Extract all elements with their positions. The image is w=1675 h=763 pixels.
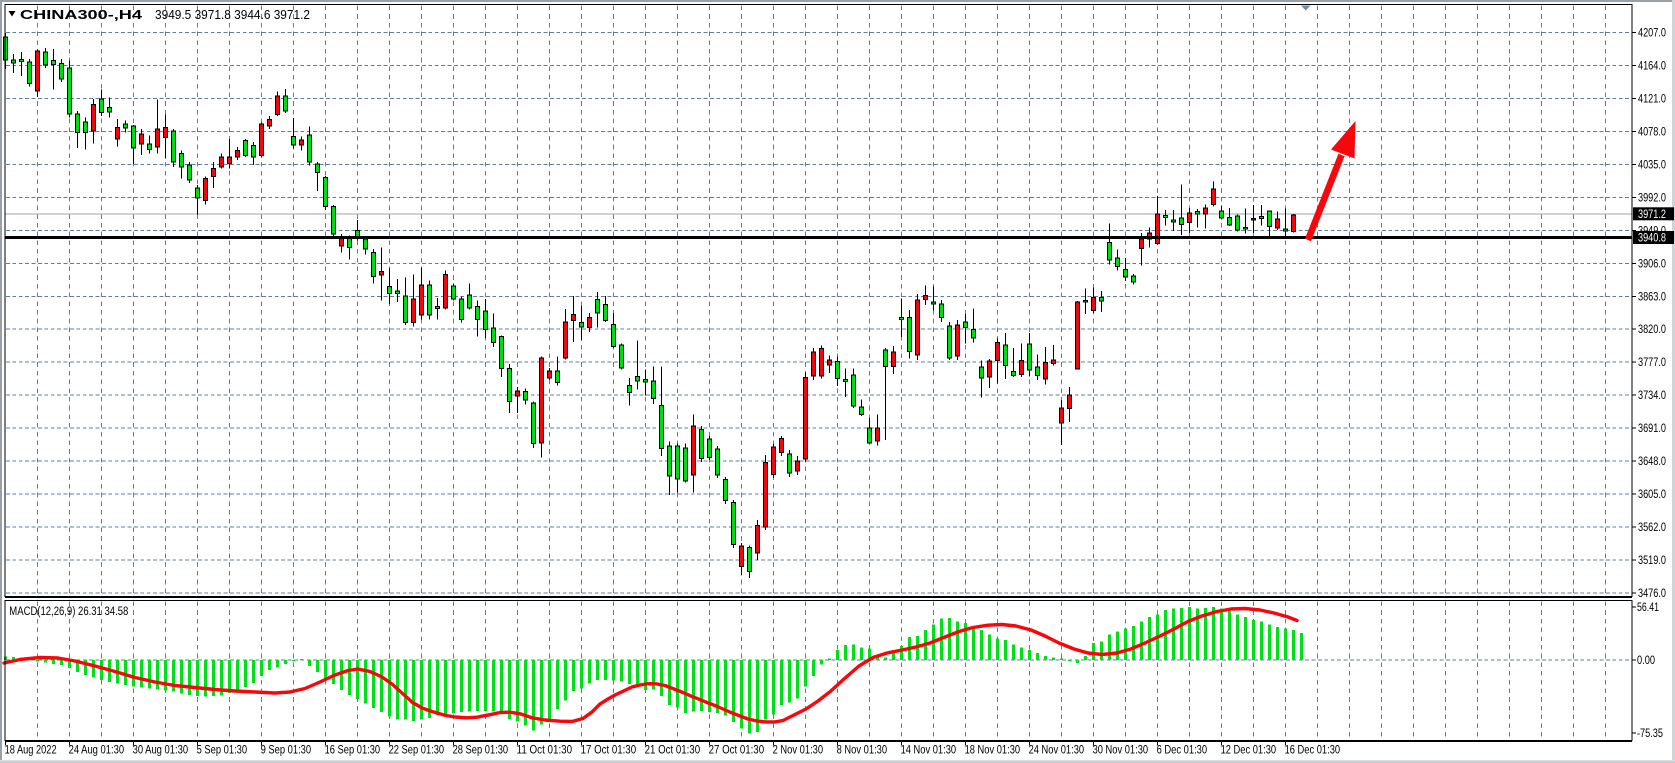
svg-text:0.00: 0.00 <box>1637 655 1655 667</box>
svg-text:3648.0: 3648.0 <box>1638 456 1666 468</box>
svg-text:4078.0: 4078.0 <box>1638 126 1666 138</box>
svg-text:11 Oct 01:30: 11 Oct 01:30 <box>517 745 573 757</box>
svg-text:8 Nov 01:30: 8 Nov 01:30 <box>837 745 888 757</box>
svg-text:16 Dec 01:30: 16 Dec 01:30 <box>1285 745 1341 757</box>
svg-text:3940.8: 3940.8 <box>1638 233 1666 245</box>
svg-text:3992.0: 3992.0 <box>1638 192 1666 204</box>
svg-text:3971.2: 3971.2 <box>1638 209 1666 221</box>
svg-text:3562.0: 3562.0 <box>1638 522 1666 534</box>
svg-text:3949.5 3971.8 3944.6 3971.2: 3949.5 3971.8 3944.6 3971.2 <box>155 7 310 22</box>
svg-text:14 Nov 01:30: 14 Nov 01:30 <box>901 745 957 757</box>
svg-text:28 Sep 01:30: 28 Sep 01:30 <box>453 745 509 757</box>
svg-text:3519.0: 3519.0 <box>1638 555 1666 567</box>
svg-text:CHINA300-,H4: CHINA300-,H4 <box>20 7 143 22</box>
svg-text:3605.0: 3605.0 <box>1638 489 1666 501</box>
svg-text:2 Nov 01:30: 2 Nov 01:30 <box>773 745 824 757</box>
svg-text:3476.0: 3476.0 <box>1638 588 1666 600</box>
svg-text:9 Sep 01:30: 9 Sep 01:30 <box>261 745 312 757</box>
svg-text:27 Oct 01:30: 27 Oct 01:30 <box>709 745 765 757</box>
svg-text:24 Aug 01:30: 24 Aug 01:30 <box>69 745 125 757</box>
svg-text:3906.0: 3906.0 <box>1638 258 1666 270</box>
svg-text:4121.0: 4121.0 <box>1638 93 1666 105</box>
svg-text:18 Nov 01:30: 18 Nov 01:30 <box>965 745 1021 757</box>
svg-text:56.41: 56.41 <box>1637 602 1659 614</box>
svg-text:22 Sep 01:30: 22 Sep 01:30 <box>389 745 445 757</box>
svg-text:24 Nov 01:30: 24 Nov 01:30 <box>1029 745 1085 757</box>
svg-text:12 Dec 01:30: 12 Dec 01:30 <box>1221 745 1277 757</box>
svg-text:21 Oct 01:30: 21 Oct 01:30 <box>645 745 701 757</box>
svg-text:30 Nov 01:30: 30 Nov 01:30 <box>1093 745 1149 757</box>
svg-text:MACD(12,26,9) 26.31 34.58: MACD(12,26,9) 26.31 34.58 <box>9 606 128 618</box>
svg-text:5 Sep 01:30: 5 Sep 01:30 <box>197 745 248 757</box>
svg-text:3863.0: 3863.0 <box>1638 291 1666 303</box>
svg-text:6 Dec 01:30: 6 Dec 01:30 <box>1157 745 1208 757</box>
svg-text:4035.0: 4035.0 <box>1638 159 1666 171</box>
svg-text:4164.0: 4164.0 <box>1638 61 1666 73</box>
svg-text:17 Oct 01:30: 17 Oct 01:30 <box>581 745 637 757</box>
svg-text:3734.0: 3734.0 <box>1638 390 1666 402</box>
svg-text:4207.0: 4207.0 <box>1638 28 1666 40</box>
svg-text:3691.0: 3691.0 <box>1638 423 1666 435</box>
svg-text:30 Aug 01:30: 30 Aug 01:30 <box>133 745 189 757</box>
svg-text:18 Aug 2022: 18 Aug 2022 <box>5 745 57 757</box>
svg-text:-75.35: -75.35 <box>1637 728 1663 740</box>
svg-text:3777.0: 3777.0 <box>1638 357 1666 369</box>
svg-text:16 Sep 01:30: 16 Sep 01:30 <box>325 745 381 757</box>
svg-text:3820.0: 3820.0 <box>1638 324 1666 336</box>
